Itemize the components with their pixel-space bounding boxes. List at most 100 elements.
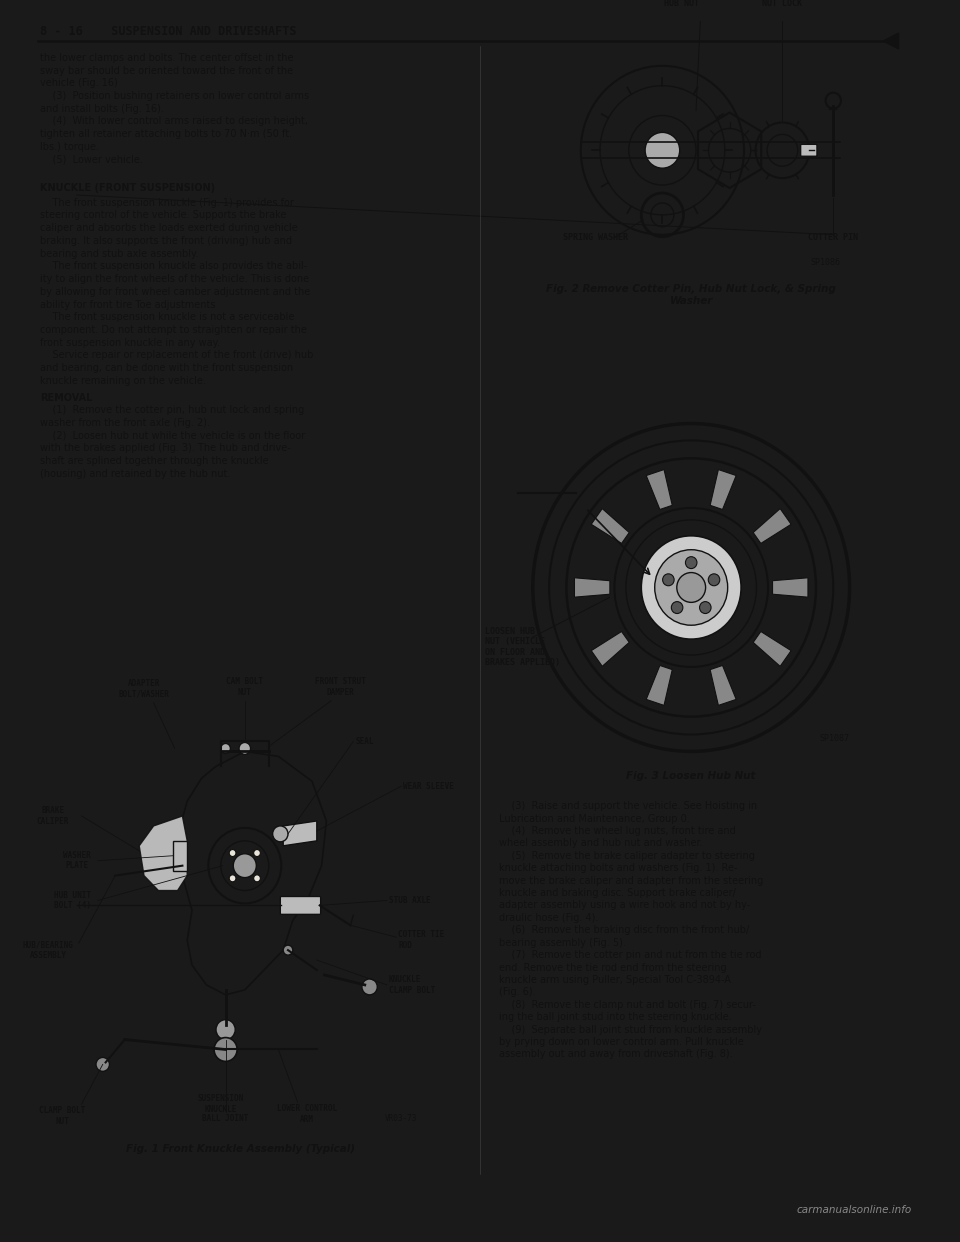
Text: (4)  With lower control arms raised to design height,: (4) With lower control arms raised to de…: [40, 117, 308, 127]
Polygon shape: [754, 631, 791, 666]
Text: SEAL: SEAL: [355, 737, 373, 746]
Text: sway bar should be oriented toward the front of the: sway bar should be oriented toward the f…: [40, 66, 294, 76]
Text: (3)  Position bushing retainers on lower control arms: (3) Position bushing retainers on lower …: [40, 91, 309, 101]
Text: draulic hose (Fig. 4).: draulic hose (Fig. 4).: [499, 913, 599, 923]
Text: SUSPENSION
KNUCKLE: SUSPENSION KNUCKLE: [198, 1094, 244, 1114]
Circle shape: [214, 1037, 237, 1062]
Text: (5)  Remove the brake caliper adapter to steering: (5) Remove the brake caliper adapter to …: [499, 851, 756, 861]
Text: LOWER CONTROL
ARM: LOWER CONTROL ARM: [277, 1104, 337, 1124]
Polygon shape: [591, 631, 629, 666]
Text: COTTER PIN: COTTER PIN: [808, 232, 858, 242]
Text: (4)  Remove the wheel lug nuts, front tire and: (4) Remove the wheel lug nuts, front tir…: [499, 826, 736, 836]
Text: shaft are splined together through the knuckle: shaft are splined together through the k…: [40, 456, 269, 466]
Text: and bearing, can be done with the front suspension: and bearing, can be done with the front …: [40, 363, 294, 373]
Text: SPRING WASHER: SPRING WASHER: [563, 232, 628, 242]
Text: NUT LOCK: NUT LOCK: [762, 0, 803, 9]
Polygon shape: [574, 578, 610, 597]
Text: REMOVAL: REMOVAL: [40, 392, 93, 402]
Text: component. Do not attempt to straighten or repair the: component. Do not attempt to straighten …: [40, 325, 307, 335]
Circle shape: [229, 850, 236, 857]
Circle shape: [671, 601, 683, 614]
Text: knuckle attaching bolts and washers (Fig. 1). Re-: knuckle attaching bolts and washers (Fig…: [499, 863, 737, 873]
Polygon shape: [173, 841, 187, 871]
Text: ADAPTER
BOLT/WASHER: ADAPTER BOLT/WASHER: [119, 679, 169, 699]
Text: FRONT STRUT
DAMPER: FRONT STRUT DAMPER: [316, 677, 366, 697]
Text: by allowing for front wheel camber adjustment and the: by allowing for front wheel camber adjus…: [40, 287, 311, 297]
Text: Fig. 2 Remove Cotter Pin, Hub Nut Lock, & Spring
Washer: Fig. 2 Remove Cotter Pin, Hub Nut Lock, …: [546, 284, 836, 306]
FancyBboxPatch shape: [801, 144, 817, 156]
Text: CLAMP BOLT
NUT: CLAMP BOLT NUT: [39, 1107, 85, 1125]
Text: 8 - 16    SUSPENSION AND DRIVESHAFTS: 8 - 16 SUSPENSION AND DRIVESHAFTS: [40, 25, 297, 39]
Circle shape: [253, 874, 260, 882]
Text: by prying down on lower control arm. Pull knuckle: by prying down on lower control arm. Pul…: [499, 1037, 744, 1047]
Text: with the brakes applied (Fig. 3). The hub and drive-: with the brakes applied (Fig. 3). The hu…: [40, 443, 291, 453]
Text: WASHER
PLATE: WASHER PLATE: [63, 851, 90, 871]
Text: SP1087: SP1087: [820, 734, 850, 744]
Circle shape: [677, 573, 706, 602]
Circle shape: [253, 850, 260, 857]
Circle shape: [233, 853, 256, 878]
Text: the lower clamps and bolts. The center offset in the: the lower clamps and bolts. The center o…: [40, 53, 294, 63]
Polygon shape: [283, 821, 317, 846]
Polygon shape: [754, 509, 791, 544]
Text: (Fig. 6).: (Fig. 6).: [499, 987, 536, 997]
Text: and install bolts (Fig. 16).: and install bolts (Fig. 16).: [40, 104, 164, 114]
Text: HUB/BEARING
ASSEMBLY: HUB/BEARING ASSEMBLY: [23, 940, 73, 960]
Text: ity to align the front wheels of the vehicle. This is done: ity to align the front wheels of the veh…: [40, 274, 309, 284]
Text: STUB AXLE: STUB AXLE: [389, 895, 430, 905]
Text: (8)  Remove the clamp nut and bolt (Fig. 7) secur-: (8) Remove the clamp nut and bolt (Fig. …: [499, 1000, 756, 1010]
Text: BRAKE
CALIPER: BRAKE CALIPER: [36, 806, 69, 826]
Text: HUB NUT: HUB NUT: [664, 0, 699, 9]
Text: WEAR SLEEVE: WEAR SLEEVE: [403, 781, 454, 791]
Text: bearing and stub axle assembly.: bearing and stub axle assembly.: [40, 248, 199, 258]
Polygon shape: [646, 469, 672, 509]
Polygon shape: [591, 509, 629, 544]
Polygon shape: [883, 34, 899, 48]
Polygon shape: [710, 469, 736, 509]
Text: COTTER TIE
ROD: COTTER TIE ROD: [398, 930, 444, 950]
FancyBboxPatch shape: [280, 897, 321, 914]
Text: tighten all retainer attaching bolts to 70 N·m (50 ft.: tighten all retainer attaching bolts to …: [40, 129, 293, 139]
Circle shape: [645, 133, 680, 168]
Polygon shape: [139, 816, 187, 891]
Text: vehicle (Fig. 16): vehicle (Fig. 16): [40, 78, 118, 88]
Text: ability for front tire Toe adjustments: ability for front tire Toe adjustments: [40, 299, 216, 309]
Text: Fig. 3 Loosen Hub Nut: Fig. 3 Loosen Hub Nut: [627, 771, 756, 781]
Circle shape: [685, 556, 697, 569]
Text: knuckle and braking disc. Support brake caliper/: knuckle and braking disc. Support brake …: [499, 888, 736, 898]
Circle shape: [655, 550, 728, 625]
Text: steering control of the vehicle. Supports the brake: steering control of the vehicle. Support…: [40, 210, 287, 221]
Text: CAM BOLT
NUT: CAM BOLT NUT: [227, 677, 263, 697]
Text: front suspension knuckle in any way.: front suspension knuckle in any way.: [40, 338, 220, 348]
Text: The front suspension knuckle (Fig. 1) provides for: The front suspension knuckle (Fig. 1) pr…: [40, 197, 294, 207]
Circle shape: [96, 1057, 109, 1072]
Text: LOOSEN HUB
NUT (VEHICLE
ON FLOOR AND
BRAKES APPLIED): LOOSEN HUB NUT (VEHICLE ON FLOOR AND BRA…: [485, 627, 560, 667]
Text: Lubrication and Maintenance, Group 0.: Lubrication and Maintenance, Group 0.: [499, 814, 690, 823]
Circle shape: [216, 1020, 235, 1040]
Text: KNUCKLE
CLAMP BOLT: KNUCKLE CLAMP BOLT: [389, 975, 435, 995]
Circle shape: [221, 744, 230, 754]
Text: Fig. 1 Front Knuckle Assembly (Typical): Fig. 1 Front Knuckle Assembly (Typical): [126, 1144, 354, 1154]
Text: (9)  Separate ball joint stud from knuckle assembly: (9) Separate ball joint stud from knuckl…: [499, 1025, 762, 1035]
Text: (1)  Remove the cotter pin, hub nut lock and spring: (1) Remove the cotter pin, hub nut lock …: [40, 405, 304, 415]
Text: carmanualsonline.info: carmanualsonline.info: [797, 1206, 912, 1216]
Circle shape: [273, 826, 288, 842]
Circle shape: [283, 945, 293, 955]
Text: The front suspension knuckle also provides the abil-: The front suspension knuckle also provid…: [40, 261, 307, 271]
Text: (7)  Remove the cotter pin and nut from the tie rod: (7) Remove the cotter pin and nut from t…: [499, 950, 761, 960]
Text: wheel assembly and hub nut and washer.: wheel assembly and hub nut and washer.: [499, 838, 703, 848]
Text: ing the ball joint stud into the steering knuckle.: ing the ball joint stud into the steerin…: [499, 1012, 732, 1022]
Text: (housing) and retained by the hub nut.: (housing) and retained by the hub nut.: [40, 468, 230, 479]
Polygon shape: [773, 578, 808, 597]
Polygon shape: [710, 666, 736, 705]
Text: Service repair or replacement of the front (drive) hub: Service repair or replacement of the fro…: [40, 350, 314, 360]
Text: HUB UNIT
BOLT (4): HUB UNIT BOLT (4): [54, 891, 90, 910]
Text: SP1086: SP1086: [810, 257, 840, 267]
Text: bearing assembly (Fig. 5).: bearing assembly (Fig. 5).: [499, 938, 626, 948]
Circle shape: [662, 574, 674, 586]
Text: assembly out and away from driveshaft (Fig. 8).: assembly out and away from driveshaft (F…: [499, 1049, 732, 1059]
Text: knuckle arm using Puller, Special Tool C-3894-A: knuckle arm using Puller, Special Tool C…: [499, 975, 732, 985]
Circle shape: [362, 979, 377, 995]
Circle shape: [229, 874, 236, 882]
Polygon shape: [646, 666, 672, 705]
